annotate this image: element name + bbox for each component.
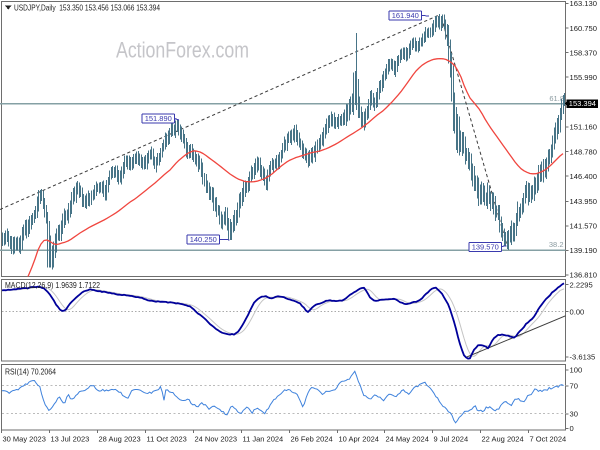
svg-text:0: 0 [570,424,574,433]
svg-text:139.570: 139.570 [472,243,499,252]
svg-text:7 Oct 2024: 7 Oct 2024 [530,435,567,444]
svg-text:139.190: 139.190 [570,246,597,255]
svg-text:140.250: 140.250 [190,235,217,244]
svg-text:28 Aug 2023: 28 Aug 2023 [99,435,141,444]
svg-text:ActionForex.com: ActionForex.com [116,37,249,62]
svg-text:MACD(12,26,9) 1.9639 1.7122: MACD(12,26,9) 1.9639 1.7122 [5,281,100,290]
svg-text:141.570: 141.570 [570,222,597,231]
svg-text:148.780: 148.780 [570,147,597,156]
svg-text:160.750: 160.750 [570,24,597,33]
svg-text:161.940: 161.940 [392,11,419,20]
svg-text:2.2295: 2.2295 [570,280,593,289]
svg-text:158.370: 158.370 [570,48,597,57]
svg-text:0.00: 0.00 [570,307,585,316]
svg-text:11 Oct 2023: 11 Oct 2023 [147,435,187,444]
svg-text:24 May 2024: 24 May 2024 [386,435,429,444]
svg-text:24 Nov 2023: 24 Nov 2023 [195,435,238,444]
svg-text:61.8: 61.8 [549,94,564,103]
svg-text:30: 30 [570,410,578,419]
svg-text:143.950: 143.950 [570,197,597,206]
svg-text:136.810: 136.810 [570,271,597,280]
svg-text:151.160: 151.160 [570,123,597,132]
svg-text:100: 100 [570,366,583,375]
svg-text:26 Feb 2024: 26 Feb 2024 [291,435,333,444]
svg-text:163.130: 163.130 [570,0,597,8]
svg-text:22 Aug 2024: 22 Aug 2024 [482,435,524,444]
svg-text:30 May 2023: 30 May 2023 [3,435,46,444]
svg-text:9 Jul 2024: 9 Jul 2024 [434,435,469,444]
svg-text:151.890: 151.890 [145,114,172,123]
svg-text:13 Jul 2023: 13 Jul 2023 [51,435,90,444]
svg-text:70: 70 [570,382,578,391]
svg-text:USDJPY,Daily 153.350 153.456: USDJPY,Daily 153.350 153.456 153.066 153… [14,2,160,12]
svg-text:RSI(14) 70.2064: RSI(14) 70.2064 [5,368,56,377]
svg-text:11 Jan 2024: 11 Jan 2024 [243,435,284,444]
svg-text:155.990: 155.990 [570,73,597,82]
svg-text:153.394: 153.394 [569,99,596,108]
svg-text:38.2: 38.2 [549,240,564,249]
svg-text:-3.6135: -3.6135 [570,353,596,362]
svg-text:146.400: 146.400 [570,172,597,181]
svg-text:10 Apr 2024: 10 Apr 2024 [339,435,379,444]
